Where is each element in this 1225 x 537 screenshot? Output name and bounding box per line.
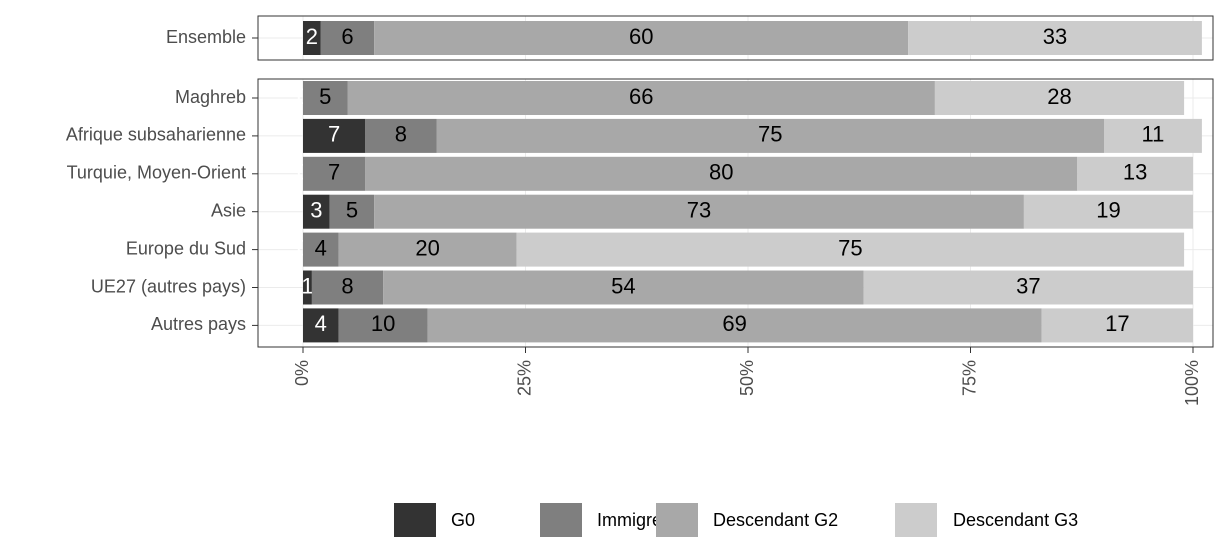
bar-segment xyxy=(329,194,375,229)
panel-border xyxy=(257,78,1214,348)
data-label: 10 xyxy=(371,311,395,336)
bar-segment xyxy=(383,270,864,305)
legend-label: G0 xyxy=(451,510,475,530)
bar-segment xyxy=(347,81,935,115)
bar-segment xyxy=(303,308,339,343)
bar-segment xyxy=(303,156,366,191)
x-tick-label: 75% xyxy=(959,360,979,396)
bar-segment xyxy=(303,232,339,267)
bar-segment xyxy=(303,81,348,115)
bar-segment xyxy=(1077,156,1193,191)
data-label: 73 xyxy=(687,198,711,223)
data-label: 75 xyxy=(838,235,862,260)
data-label: 28 xyxy=(1047,84,1071,109)
axes: 0% 25% 50% 75% 100% Ensemble Maghreb Afrique su… xyxy=(66,27,1202,406)
y-tick-label: Ensemble xyxy=(166,27,246,47)
bars: 2660330566287875110780133573190420751854… xyxy=(297,21,1202,343)
bar-segment xyxy=(303,118,366,153)
bar-segment xyxy=(338,232,517,267)
y-tick-label: Asie xyxy=(211,200,246,220)
bar-segment xyxy=(436,118,1104,153)
x-tick-label: 25% xyxy=(514,360,534,396)
bar-segment xyxy=(311,270,384,305)
data-label: 7 xyxy=(328,160,340,185)
data-label: 69 xyxy=(722,311,746,336)
legend-swatch xyxy=(394,503,436,537)
bar-segment xyxy=(338,308,428,343)
y-tick-label: Autres pays xyxy=(151,314,246,334)
bar-segment xyxy=(1104,118,1202,153)
legend: G0 Immigré Descendant G2 Descendant G3 xyxy=(394,503,1078,537)
data-label: 80 xyxy=(709,160,733,185)
data-label: 2 xyxy=(306,24,318,49)
bar-segment xyxy=(1041,308,1193,343)
y-tick-label: UE27 (autres pays) xyxy=(91,276,246,296)
y-tick-label: Turquie, Moyen-Orient xyxy=(67,163,246,183)
bar-segment xyxy=(934,81,1185,115)
data-label: 37 xyxy=(1016,273,1040,298)
data-label: 60 xyxy=(629,24,653,49)
data-label: 8 xyxy=(395,122,407,147)
legend-label: Immigré xyxy=(597,510,662,530)
data-label: 7 xyxy=(328,122,340,147)
legend-swatch xyxy=(540,503,582,537)
data-label: 11 xyxy=(1142,122,1165,147)
legend-swatch xyxy=(656,503,698,537)
bar-segment xyxy=(374,21,909,55)
legend-swatch xyxy=(895,503,937,537)
data-label: 17 xyxy=(1105,311,1129,336)
bar-segment xyxy=(320,21,375,55)
data-label: 66 xyxy=(629,84,653,109)
bar-segment xyxy=(863,270,1193,305)
y-tick-label: Afrique subsaharienne xyxy=(66,125,246,145)
bar-segment xyxy=(908,21,1202,55)
data-label: 19 xyxy=(1096,198,1120,223)
data-label: 6 xyxy=(341,24,353,49)
bar-segment xyxy=(427,308,1042,343)
bar-segment xyxy=(365,118,437,153)
data-label: 1 xyxy=(301,273,313,298)
data-label: 20 xyxy=(415,235,439,260)
bar-segment xyxy=(516,232,1185,267)
bar-segment xyxy=(374,194,1024,229)
data-label: 33 xyxy=(1043,24,1067,49)
data-label: 4 xyxy=(315,311,327,336)
legend-label: Descendant G2 xyxy=(713,510,838,530)
x-tick-label: 100% xyxy=(1182,360,1202,406)
data-label: 8 xyxy=(341,273,353,298)
y-tick-label: Europe du Sud xyxy=(126,238,246,258)
data-label: 5 xyxy=(319,84,331,109)
data-label: 3 xyxy=(310,198,322,223)
y-tick-label: Maghreb xyxy=(175,87,246,107)
bar-segment xyxy=(303,21,321,55)
legend-label: Descendant G3 xyxy=(953,510,1078,530)
bar-segment xyxy=(303,194,330,229)
bar-segment xyxy=(303,270,312,305)
data-label: 5 xyxy=(346,198,358,223)
bar-segment xyxy=(365,156,1078,191)
bar-segment xyxy=(1023,194,1193,229)
x-tick-label: 50% xyxy=(737,360,757,396)
data-label: 75 xyxy=(758,122,782,147)
data-label: 54 xyxy=(611,273,635,298)
data-label: 13 xyxy=(1123,160,1147,185)
data-label: 4 xyxy=(315,235,327,260)
x-tick-label: 0% xyxy=(292,360,312,386)
